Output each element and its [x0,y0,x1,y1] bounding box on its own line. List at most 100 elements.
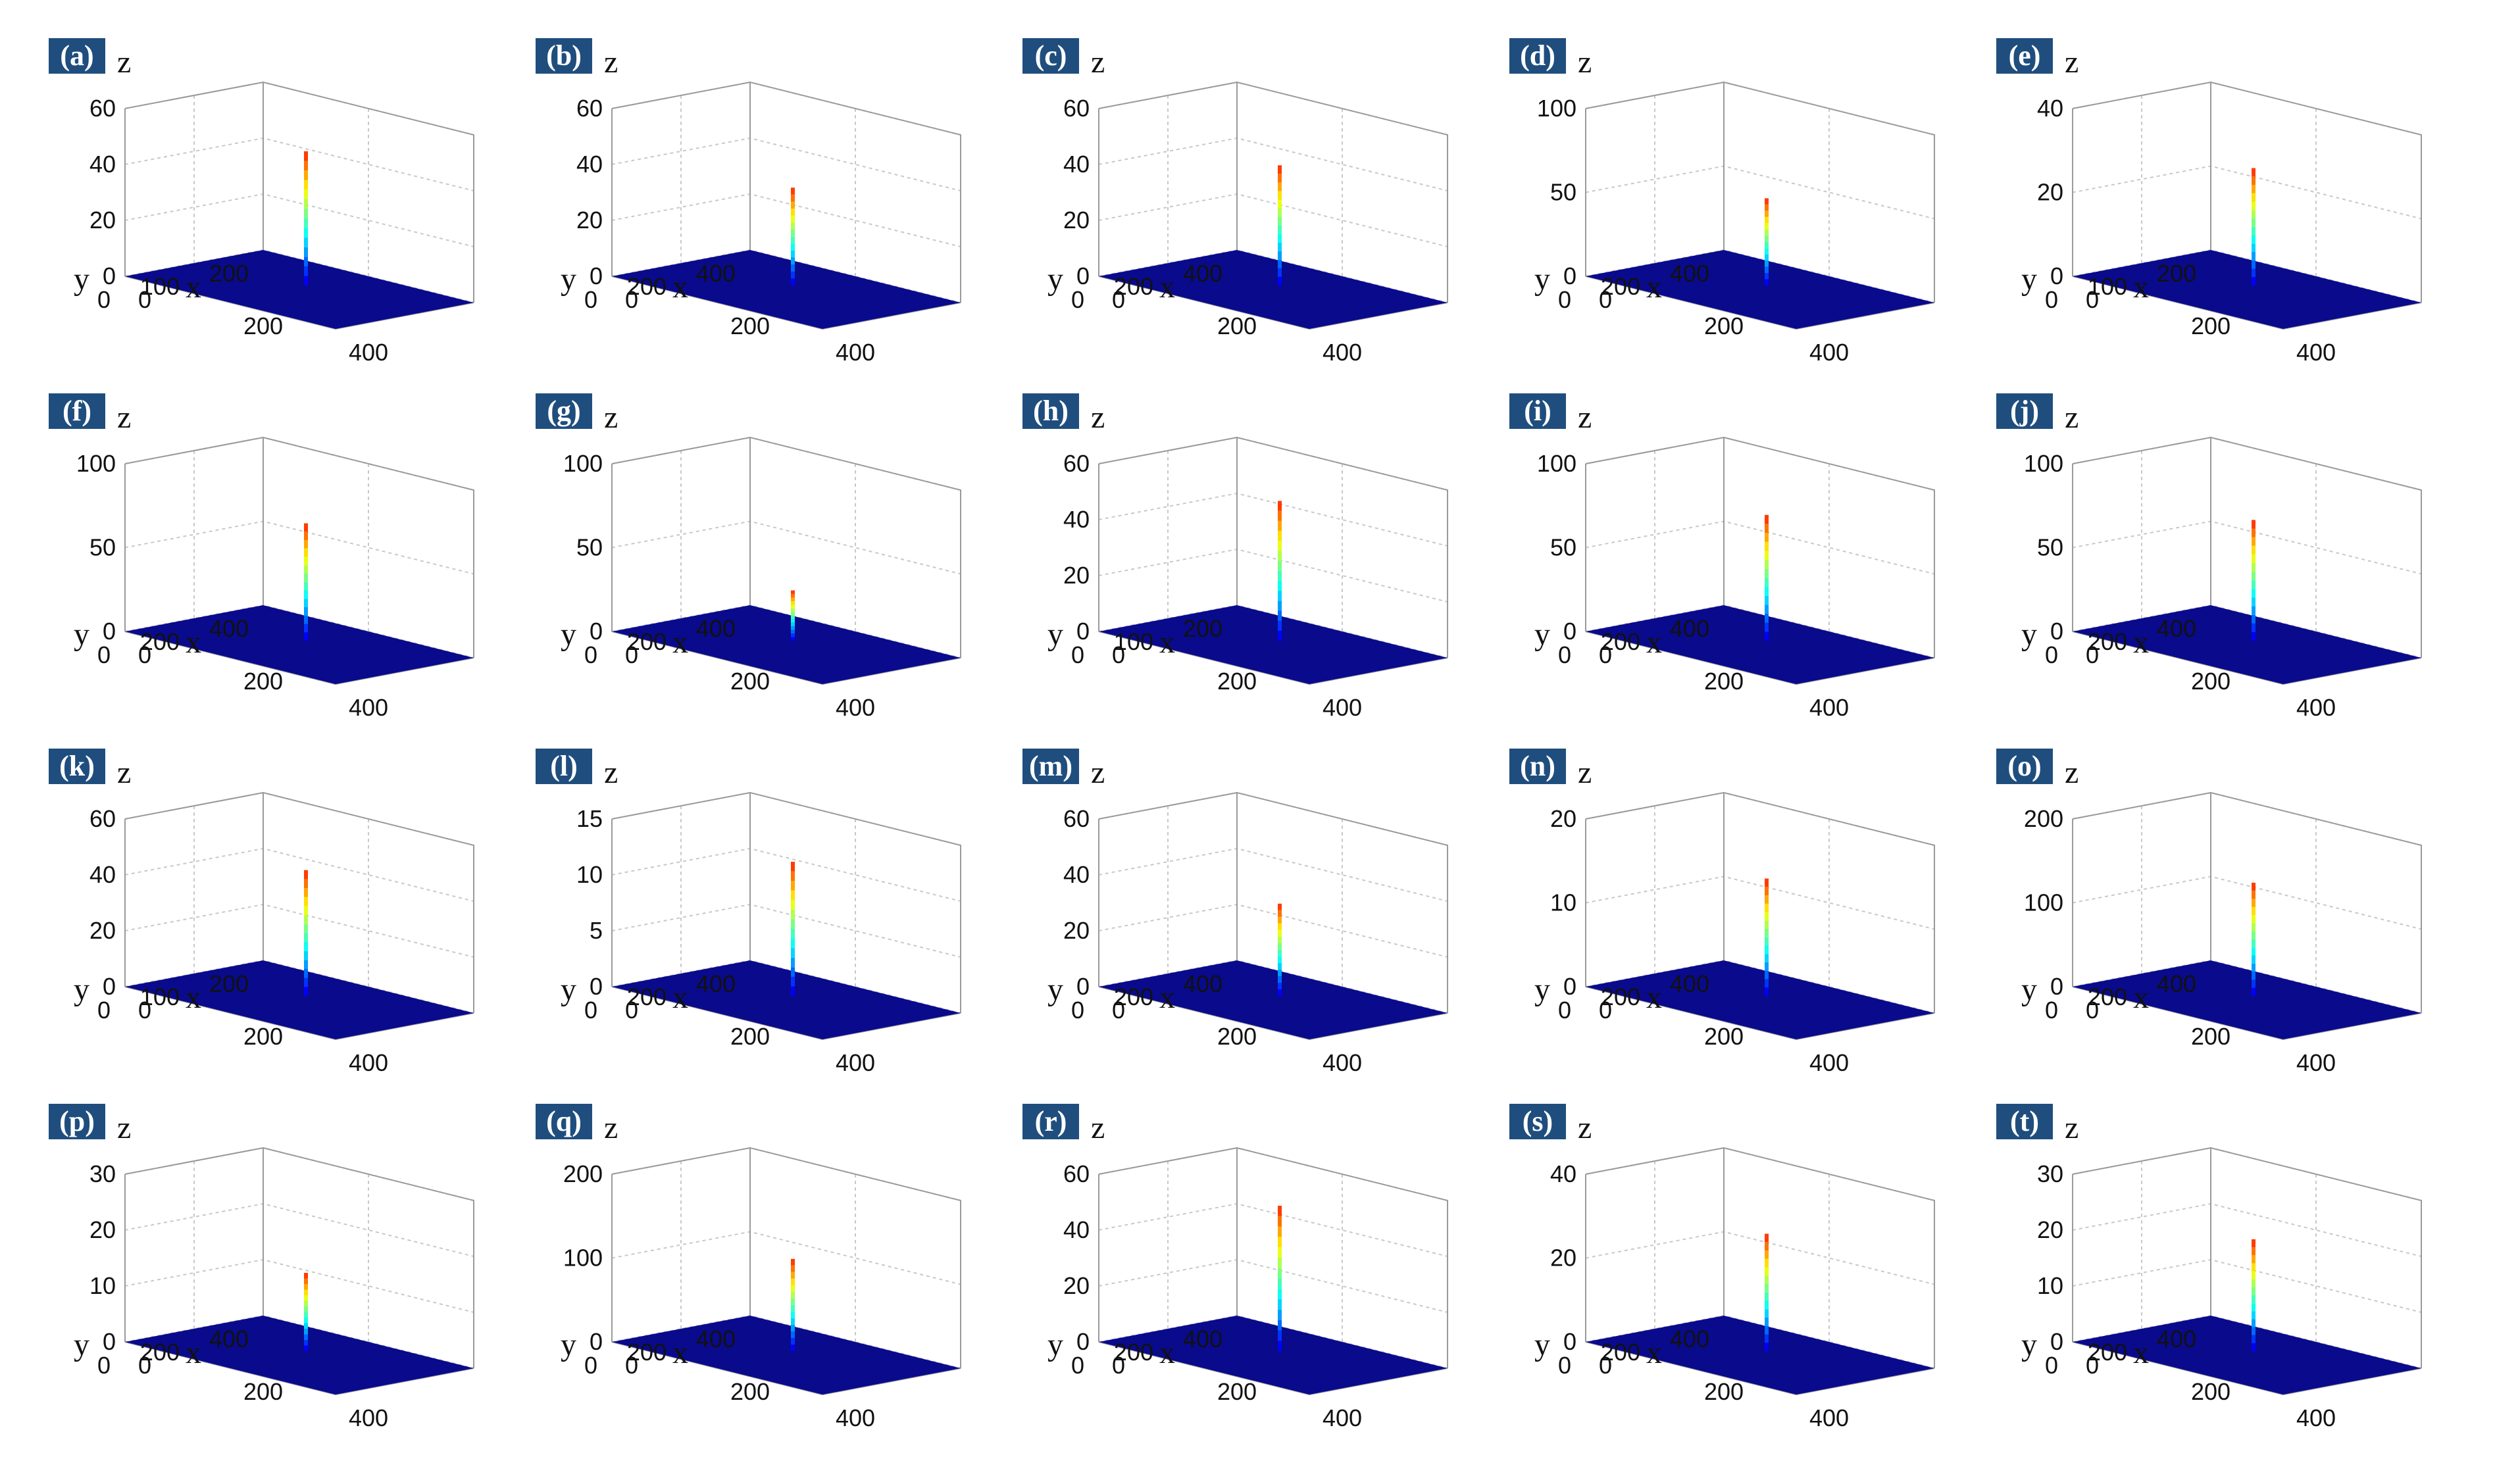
x-axis-label: x [2133,1335,2149,1370]
z-tick-label: 60 [1063,95,1090,122]
box-outline [2072,1147,2422,1368]
x-tick-label: 0 [2086,641,2099,668]
y-tick-label: 0 [1071,286,1084,313]
y-axis-label: y [561,972,576,1007]
y-tick-label: 0 [2045,1352,2058,1379]
z-gridline [1098,1202,1448,1257]
z-gridline [611,903,961,958]
z-tick-label: 10 [89,1272,116,1299]
z-gridline [1098,1147,1448,1201]
z-gridline [2072,1147,2422,1201]
x-tick-label: 400 [1323,1049,1362,1076]
z-gridline [124,1258,474,1313]
z-tick-label: 100 [563,1245,603,1272]
x-tick-label: 400 [836,339,875,366]
z-gridline [1098,791,1448,846]
z-tick-label: 50 [576,534,603,561]
y-axis-label: y [561,1327,576,1362]
z-gridline [124,1147,474,1201]
z-gridline [1098,1258,1448,1313]
y-tick-label: 400 [1183,260,1222,287]
y-tick-label: 100 [1114,628,1153,655]
y-axis-label: y [2021,617,2037,652]
y-tick-label: 400 [1670,1325,1709,1352]
z-gridline [124,520,474,575]
y-tick-label: 200 [1601,983,1640,1010]
box-outline [2072,791,2422,1013]
x-tick-label: 200 [730,668,770,695]
y-tick-label: 400 [696,260,736,287]
z-tick-label: 50 [89,534,116,561]
x-axis-label: x [1646,270,1662,305]
x-tick-label: 400 [1323,694,1362,721]
x-axis-label: x [186,270,201,305]
x-tick-label: 400 [349,339,388,366]
surface-base [612,1316,961,1395]
z-gridline [611,137,961,191]
y-tick-label: 400 [2157,615,2196,642]
panel-label-badge: (l) [536,749,592,784]
z-tick-label: 0 [1076,618,1090,645]
y-tick-label: 0 [1071,1352,1084,1379]
x-axis-label: x [1646,1335,1662,1370]
z-tick-label: 10 [576,861,603,888]
panel-label-badge: (b) [536,38,592,74]
z-tick-label: 100 [2024,889,2063,916]
z-tick-label: 20 [89,1216,116,1243]
y-tick-label: 400 [209,615,249,642]
z-tick-label: 50 [2037,534,2063,561]
x-axis-label: x [186,1335,201,1370]
z-tick-label: 20 [1063,1272,1090,1299]
z-gridline [2072,81,2422,136]
z-tick-label: 0 [590,1328,603,1355]
z-tick-label: 20 [1063,917,1090,944]
x-tick-label: 0 [625,997,638,1024]
z-gridline [611,193,961,247]
y-tick-label: 0 [1558,997,1571,1024]
z-tick-label: 60 [576,95,603,122]
y-tick-label: 400 [1183,970,1222,997]
panel-label-badge: (j) [1996,393,2053,429]
y-tick-label: 200 [1601,628,1640,655]
x-tick-label: 0 [1112,997,1125,1024]
y-tick-label: 400 [2157,970,2196,997]
z-axis-label: z [2065,400,2079,435]
x-axis-label: x [672,1335,688,1370]
y-tick-label: 200 [209,970,249,997]
y-tick-label: 400 [1183,1325,1222,1352]
x-tick-label: 200 [730,312,770,339]
y-tick-label: 0 [584,286,597,313]
z-axis-label: z [1091,45,1105,80]
z-tick-label: 0 [2050,262,2063,289]
y-tick-label: 200 [1114,983,1153,1010]
panel-label-badge: (c) [1022,38,1079,74]
y-tick-label: 200 [140,1339,180,1366]
z-gridline [611,1231,961,1285]
z-tick-label: 100 [563,450,603,477]
box-outline [124,436,474,658]
y-tick-label: 200 [2157,260,2196,287]
x-tick-label: 400 [836,1049,875,1076]
z-gridline [2072,876,2422,930]
x-axis-label: x [672,980,688,1015]
y-tick-label: 200 [1601,273,1640,300]
z-gridline [2072,436,2422,491]
x-tick-label: 200 [1217,312,1257,339]
x-tick-label: 400 [349,1404,388,1431]
box-outline [1585,1147,1935,1368]
x-tick-label: 400 [1323,339,1362,366]
x-axis-label: x [1646,625,1662,660]
surface-base [2073,605,2421,684]
z-axis-label: z [604,755,618,790]
z-tick-label: 40 [576,151,603,178]
x-tick-label: 400 [2296,339,2336,366]
surface-plot-panel: 0 100 200 0 200 400 0 200 400 z y x (q) [487,1066,974,1431]
z-gridline [1098,81,1448,136]
x-tick-label: 200 [1704,1378,1744,1405]
z-gridline [1098,193,1448,247]
y-axis-label: y [1047,1327,1063,1362]
